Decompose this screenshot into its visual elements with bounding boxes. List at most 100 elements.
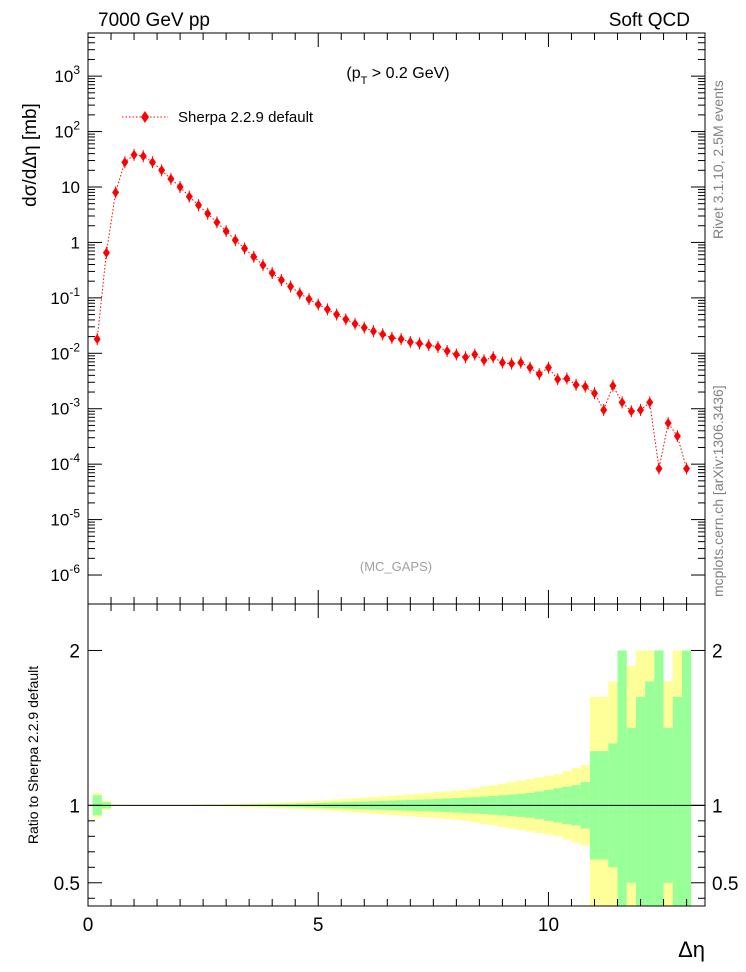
data-point [646,397,654,408]
data-point [259,260,267,271]
data-point [360,322,368,333]
ratio-y-tick-label-right: 0.5 [712,874,738,895]
x-tick-label: 10 [538,915,559,936]
y-tick-label: 10-3 [50,396,80,419]
y-tick-label: 103 [54,63,80,86]
data-point [287,281,295,292]
legend: Sherpa 2.2.9 default [122,109,314,126]
data-point [627,406,635,417]
ratio-y-tick-label-left: 0.5 [54,874,80,895]
data-point [673,431,681,442]
ratio-band-bin [635,696,646,906]
data-point [535,369,543,380]
data-series-sherpa [93,148,691,475]
data-point [443,345,451,356]
data-point [250,251,258,262]
data-point [185,191,193,202]
data-point [452,349,460,360]
ratio-y-tick-label-left: 2 [69,641,80,662]
data-point [112,187,120,198]
data-point [102,247,110,258]
data-point [231,235,239,246]
data-point [517,357,525,368]
y-tick-label: 10-4 [50,451,80,474]
ratio-band-bin [681,650,692,906]
data-point [139,151,147,162]
data-point [167,173,175,184]
data-point [590,388,598,399]
series-line [96,154,688,469]
y-tick-label: 10 [61,178,80,197]
main-panel: 10-6 10-5 10-4 10-3 10-2 10-1 1 10 102 103 (pT > … [20,32,706,605]
data-point [609,380,617,391]
data-point [637,404,645,415]
data-point [572,379,580,390]
data-point [148,157,156,168]
data-point [406,336,414,347]
data-point [480,355,488,366]
ratio-y-axis-label: Ratio to Sherpa 2.2.9 default [25,666,41,844]
data-point [554,374,562,385]
data-point [563,373,571,384]
analysis-watermark: (MC_GAPS) [360,559,432,574]
data-point [388,332,396,343]
data-point [544,362,552,373]
y-axis-label: dσ/dΔη [mb] [20,103,41,207]
data-point [581,381,589,392]
legend-label: Sherpa 2.2.9 default [178,109,314,126]
data-point [176,181,184,192]
data-point [397,334,405,345]
data-point [277,274,285,285]
data-point [508,358,516,369]
data-point [130,149,138,160]
ratio-y-tick-label-left: 1 [69,796,80,817]
ratio-y-tick-label-right: 2 [712,641,723,662]
ratio-y-tick-label-right: 1 [712,796,723,817]
data-point [434,341,442,352]
y-tick-label: 10-1 [50,285,80,308]
data-point [683,463,691,474]
data-point [664,418,672,429]
data-point [222,226,230,237]
ratio-panel: 0.5 0.5 1 1 2 2 0 5 10 Ratio to Sherpa 2.2.9 def… [25,603,738,962]
rivet-version-label: Rivet 3.1.10, 2.5M events [710,80,726,239]
data-point [462,352,470,363]
data-point [204,208,212,219]
y-tick-label: 102 [54,119,80,142]
y-tick-label: 10-5 [50,507,80,530]
data-point [296,288,304,299]
data-point [333,309,341,320]
data-point [471,349,479,360]
data-point [93,334,101,345]
legend-marker [141,111,149,123]
source-reference-label: mcplots.cern.ch [arXiv:1306.3436] [710,385,726,597]
ratio-band-bin [617,650,627,906]
x-tick-label: 5 [313,915,324,936]
data-point [369,326,377,337]
data-point [655,463,663,474]
ratio-frame [87,603,706,907]
data-point [268,268,276,279]
x-axis-label: Δη [678,937,705,962]
y-tick-label: 10-6 [50,562,80,585]
data-point [342,314,350,325]
data-point [526,362,534,373]
data-point [305,294,313,305]
data-point [158,165,166,176]
data-point [213,217,221,228]
header-energy-label: 7000 GeV pp [98,10,210,31]
data-point [241,243,249,254]
data-point [323,304,331,315]
ratio-bands [92,650,692,906]
x-tick-label: 0 [83,915,94,936]
ratio-band-bin [645,681,655,906]
data-point [498,357,506,368]
data-point [425,340,433,351]
pt-cut-annotation: (pT > 0.2 GeV) [346,65,449,87]
y-tick-label: 10-2 [50,340,80,363]
data-point [379,329,387,340]
data-point [195,200,203,211]
data-point [121,157,129,168]
ratio-band-bin [654,650,664,906]
